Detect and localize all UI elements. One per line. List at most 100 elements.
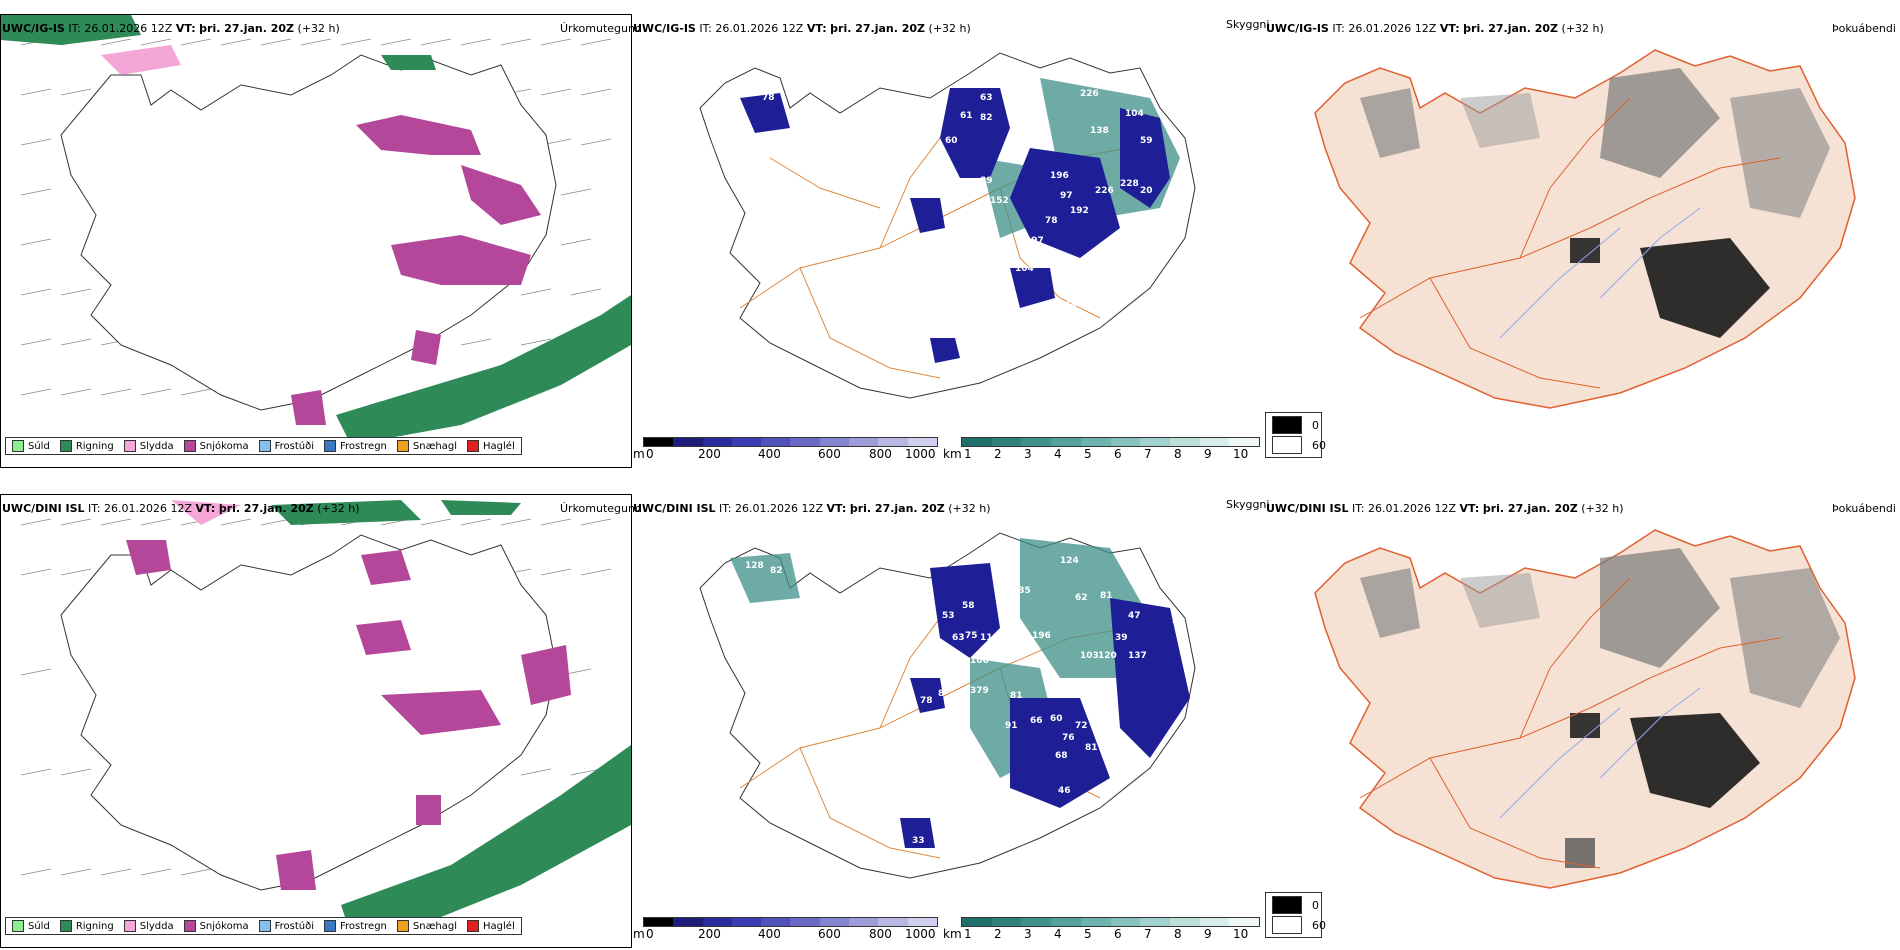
ceiling-label: 104 [1125,109,1144,119]
ceiling-label: 47 [1128,611,1141,621]
ceiling-tick: 1000 [905,927,936,941]
legend-item: Slydda [123,920,174,932]
precip-areas [1,15,631,445]
legend-swatch [324,920,336,932]
ceiling-label: 107 [933,379,952,389]
fog-rivers [1499,207,1701,339]
init-time: IT: 26.01.2026 12Z [88,502,193,515]
row-2: Súld Rigning Slydda Snjókoma Frostúði Fr… [0,480,1900,950]
ceiling-label: 196 [1050,171,1069,181]
legend-item: Frostúði [258,920,314,932]
legend-label: Snæhagl [412,440,458,452]
fog-scale-top: 0 [1312,898,1319,912]
legend-swatch [59,920,72,932]
valid-time: þri. 27.jan. 20Z [1482,502,1578,515]
lead-time: (+32 h) [928,22,971,35]
valid-time: þri. 27.jan. 20Z [830,22,926,35]
ceiling-label: 97 [1060,191,1073,201]
precip-areas [126,500,631,935]
ceiling-label: 66 [1030,716,1043,726]
precip-panel-row2: Súld Rigning Slydda Snjókoma Frostúði Fr… [0,494,632,948]
ceiling-colorbar-row1: m 0 200 400 600 800 1000 [633,437,938,467]
precip-legend: Súld Rigning Slydda Snjókoma Frostúði Fr… [5,917,522,935]
legend-label: Haglél [483,920,515,932]
legend-item: Súld [12,440,50,452]
ceiling-label: 104 [1015,264,1034,274]
fog-scale-bottom: 60 [1312,438,1326,452]
init-time: IT: 26.01.2026 12Z [1332,22,1437,35]
ceiling-tick: 400 [758,447,781,461]
fog-roads [1359,97,1781,389]
ceiling-label: 91 [1005,721,1018,731]
visibility-colorbar-row1: km 1 2 3 4 5 6 7 8 9 10 [943,437,1263,467]
visibility-tick: 7 [1144,927,1152,941]
ceiling-label: 59 [1140,136,1153,146]
ceiling-label: 81 [1085,743,1098,753]
legend-label: Frostúði [274,920,314,932]
legend-label: Slydda [139,440,174,452]
lead-time: (+32 h) [1561,22,1604,35]
ceiling-label: 75 [965,631,978,641]
ceiling-value-labels: 42 78 61 63 82 250 270 226 142 104 138 5… [748,83,1164,389]
ceiling-label: 120 [1098,651,1117,661]
visibility-colorbar-scale [961,917,1260,927]
legend-item: Haglél [467,440,515,452]
fog-rivers [1499,687,1701,819]
ceiling-tick: 200 [698,447,721,461]
ceiling-label: 270 [1005,101,1024,111]
ceiling-tick: 1000 [905,447,936,461]
fog-map-row2 [1314,529,1856,889]
row-1: Súld Rigning Slydda Snjókoma Frostúði Fr… [0,0,1900,470]
iceland-outline [60,54,557,411]
ceiling-value-labels: 128 82 53 58 63 75 119 106 124 98 135 81… [745,556,1185,846]
legend-item: Súld [12,920,50,932]
legend-label: Snjókoma [199,440,249,452]
valid-time: þri. 27.jan. 20Z [218,502,314,515]
ceiling-tick: 800 [869,927,892,941]
legend-label: Súld [28,920,50,932]
ceiling-label: 226 [1095,186,1114,196]
visibility-title-row1: Skyggni [1226,18,1270,31]
legend-item: Slydda [123,440,174,452]
init-time: IT: 26.01.2026 12Z [719,502,824,515]
legend-swatch [467,440,480,452]
ceiling-label: 152 [990,196,1009,206]
visibility-colorbar-row2: km 1 2 3 4 5 6 7 8 9 10 [943,917,1263,947]
ceiling-colorbar-scale [643,437,938,447]
legend-swatch [59,440,72,452]
legend-swatch [12,920,24,932]
ceiling-tick: 800 [869,447,892,461]
ceiling-label: 379 [970,686,989,696]
lead-time: (+32 h) [297,22,340,35]
precip-map-row2 [20,500,631,935]
visibility-tick: 1 [964,447,972,461]
ceiling-label: 226 [1080,89,1099,99]
visibility-tick: 1 [964,927,972,941]
ceiling-tick: 600 [818,447,841,461]
model-name: UWC/IG-IS [2,22,65,35]
legend-label: Snæhagl [412,920,458,932]
legend-item: Rigning [59,440,114,452]
ceiling-label: 81 [1010,691,1023,701]
ceiling-label: 103 [1080,651,1099,661]
ceiling-label: 71 [1057,261,1070,271]
legend-item: Haglél [467,920,515,932]
init-time: IT: 26.01.2026 12Z [68,22,173,35]
visibility-title-row2: Skyggni [1226,498,1270,511]
ceiling-label: 138 [1090,126,1109,136]
legend-label: Haglél [483,440,515,452]
visibility-tick: 10 [1233,447,1249,461]
legend-item: Snæhagl [396,920,458,932]
ceiling-label: 51 [1172,616,1185,626]
fog-scale-white [1272,436,1302,454]
ceiling-colorbar-row2: m 0 200 400 600 800 1000 [633,917,938,947]
fog-scale-bottom: 60 [1312,918,1326,932]
ceiling-label: 78 [762,93,775,103]
fog-title-row1: Þokuábendi [1832,22,1896,35]
legend-label: Frostúði [274,440,314,452]
legend-swatch [123,440,136,452]
ceiling-label: 196 [1032,631,1051,641]
ceiling-label: 78 [960,181,973,191]
ceiling-label: 58 [962,601,975,611]
fog-grey-areas [1360,68,1830,338]
